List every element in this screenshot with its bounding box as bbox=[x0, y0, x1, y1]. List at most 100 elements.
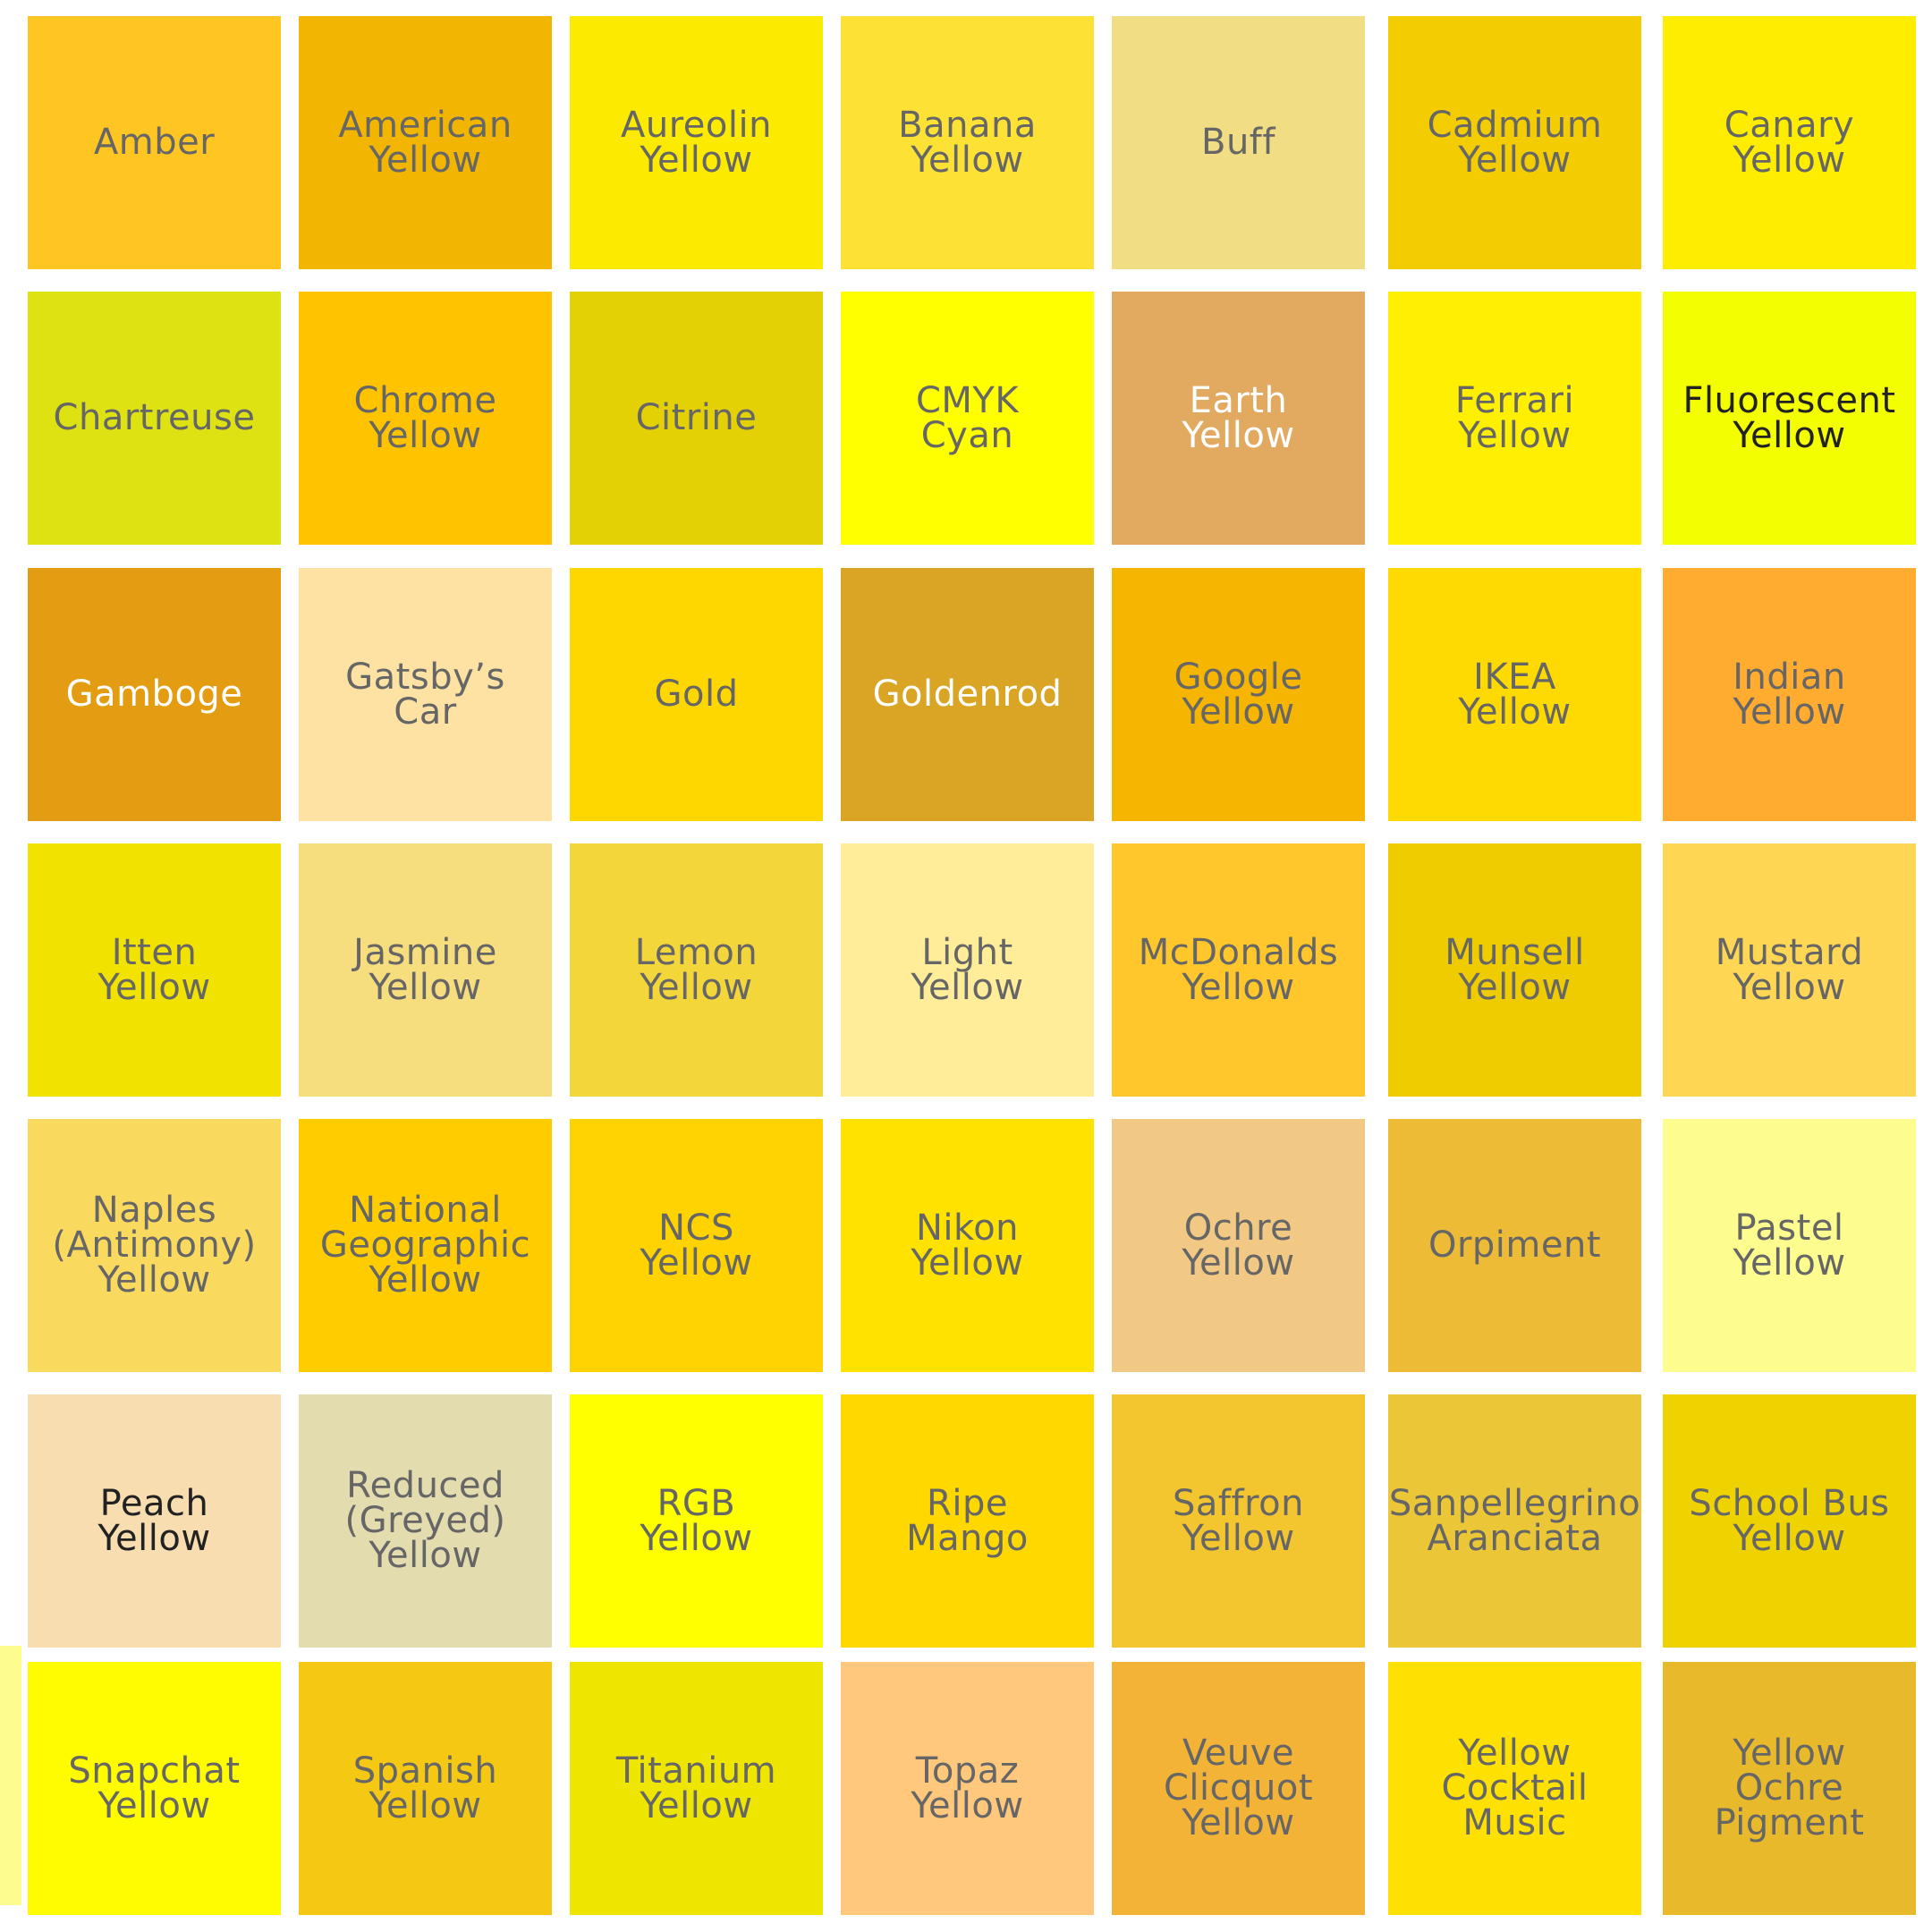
color-swatch-label: Goldenrod bbox=[872, 674, 1063, 715]
color-swatch-label: Fluorescent Yellow bbox=[1682, 379, 1896, 456]
color-swatch: Itten Yellow bbox=[28, 843, 281, 1097]
color-swatch-label: Earth Yellow bbox=[1182, 379, 1295, 456]
color-swatch: Sanpellegrino Aranciata bbox=[1388, 1394, 1641, 1648]
color-swatch: Chrome Yellow bbox=[299, 292, 552, 545]
color-swatch: Aureolin Yellow bbox=[570, 16, 823, 269]
color-swatch: Gatsby’s Car bbox=[299, 568, 552, 821]
color-swatch: Mustard Yellow bbox=[1663, 843, 1916, 1097]
color-swatch: Ferrari Yellow bbox=[1388, 292, 1641, 545]
color-swatch-label: Snapchat Yellow bbox=[68, 1750, 241, 1826]
color-swatch: Peach Yellow bbox=[28, 1394, 281, 1648]
color-swatch: Indian Yellow bbox=[1663, 568, 1916, 821]
color-swatch: Saffron Yellow bbox=[1112, 1394, 1365, 1648]
color-swatch: Veuve Clicquot Yellow bbox=[1112, 1662, 1365, 1915]
color-swatch-label: American Yellow bbox=[338, 104, 513, 181]
color-swatch: Banana Yellow bbox=[841, 16, 1094, 269]
color-swatch-label: NCS Yellow bbox=[640, 1207, 753, 1284]
color-swatch: Light Yellow bbox=[841, 843, 1094, 1097]
color-swatch-label: Buff bbox=[1201, 122, 1275, 163]
color-swatch-label: Nikon Yellow bbox=[911, 1207, 1024, 1284]
color-swatch: Naples (Antimony) Yellow bbox=[28, 1119, 281, 1372]
color-swatch-label: Jasmine Yellow bbox=[353, 931, 497, 1008]
color-swatch-label: Amber bbox=[93, 122, 216, 163]
color-swatch-label: Saffron Yellow bbox=[1173, 1482, 1304, 1559]
color-swatch: Munsell Yellow bbox=[1388, 843, 1641, 1097]
color-swatch-label: Indian Yellow bbox=[1733, 656, 1846, 733]
color-swatch-label: Titanium Yellow bbox=[615, 1750, 777, 1826]
color-swatch: Topaz Yellow bbox=[841, 1662, 1094, 1915]
color-swatch: Fluorescent Yellow bbox=[1663, 292, 1916, 545]
color-swatch-label: Yellow Ochre Pigment bbox=[1714, 1733, 1865, 1843]
color-swatch-label: Cadmium Yellow bbox=[1427, 104, 1603, 181]
color-swatch: Reduced (Greyed) Yellow bbox=[299, 1394, 552, 1648]
color-swatch-label: Gamboge bbox=[65, 674, 243, 715]
color-swatch-label: Sanpellegrino Aranciata bbox=[1388, 1482, 1641, 1559]
edge-strip bbox=[0, 1646, 21, 1905]
color-swatch-label: Mustard Yellow bbox=[1715, 931, 1864, 1008]
color-swatch: Lemon Yellow bbox=[570, 843, 823, 1097]
color-swatch: Pastel Yellow bbox=[1663, 1119, 1916, 1372]
color-swatch-label: Naples (Antimony) Yellow bbox=[52, 1190, 257, 1301]
color-swatch: Goldenrod bbox=[841, 568, 1094, 821]
color-swatch-label: Reduced (Greyed) Yellow bbox=[344, 1465, 506, 1576]
color-swatch: NCS Yellow bbox=[570, 1119, 823, 1372]
color-swatch-label: National Geographic Yellow bbox=[319, 1190, 531, 1301]
color-swatch-label: Munsell Yellow bbox=[1445, 931, 1585, 1008]
color-swatch: Yellow Cocktail Music bbox=[1388, 1662, 1641, 1915]
color-swatch-label: School Bus Yellow bbox=[1689, 1482, 1890, 1559]
color-swatch-label: Orpiment bbox=[1428, 1224, 1602, 1266]
color-swatch: Gamboge bbox=[28, 568, 281, 821]
color-swatch-label: Chartreuse bbox=[53, 397, 256, 438]
color-swatch: CMYK Cyan bbox=[841, 292, 1094, 545]
color-swatch: Amber bbox=[28, 16, 281, 269]
color-swatch-label: Itten Yellow bbox=[97, 931, 211, 1008]
color-swatch: Google Yellow bbox=[1112, 568, 1365, 821]
color-swatch: Canary Yellow bbox=[1663, 16, 1916, 269]
color-swatch: Snapchat Yellow bbox=[28, 1662, 281, 1915]
color-swatch-label: RGB Yellow bbox=[640, 1482, 753, 1559]
color-swatch: Titanium Yellow bbox=[570, 1662, 823, 1915]
color-swatch-label: Spanish Yellow bbox=[352, 1750, 498, 1826]
color-swatch-label: Ripe Mango bbox=[906, 1482, 1029, 1559]
color-swatch: McDonalds Yellow bbox=[1112, 843, 1365, 1097]
color-swatch: Chartreuse bbox=[28, 292, 281, 545]
color-swatch-label: Lemon Yellow bbox=[634, 931, 758, 1008]
color-swatch-label: Peach Yellow bbox=[97, 1482, 211, 1559]
color-swatch-label: Chrome Yellow bbox=[353, 379, 497, 456]
color-swatch-label: Google Yellow bbox=[1174, 656, 1303, 733]
color-swatch: Earth Yellow bbox=[1112, 292, 1365, 545]
color-swatch: Spanish Yellow bbox=[299, 1662, 552, 1915]
color-swatch-label: McDonalds Yellow bbox=[1138, 931, 1339, 1008]
color-swatch: IKEA Yellow bbox=[1388, 568, 1641, 821]
color-swatch: American Yellow bbox=[299, 16, 552, 269]
color-swatch: National Geographic Yellow bbox=[299, 1119, 552, 1372]
color-swatch: RGB Yellow bbox=[570, 1394, 823, 1648]
color-swatch: School Bus Yellow bbox=[1663, 1394, 1916, 1648]
color-swatch: Jasmine Yellow bbox=[299, 843, 552, 1097]
color-swatch-label: Gold bbox=[654, 674, 739, 715]
color-swatch: Citrine bbox=[570, 292, 823, 545]
color-swatch-label: Pastel Yellow bbox=[1733, 1207, 1846, 1284]
color-swatch-label: Veuve Clicquot Yellow bbox=[1163, 1733, 1314, 1843]
color-swatch-label: Canary Yellow bbox=[1724, 104, 1855, 181]
color-swatch: Ripe Mango bbox=[841, 1394, 1094, 1648]
color-swatch-label: Gatsby’s Car bbox=[345, 656, 505, 733]
color-swatch-label: Yellow Cocktail Music bbox=[1441, 1733, 1589, 1843]
color-swatch-label: Citrine bbox=[635, 397, 758, 438]
color-swatch-label: Light Yellow bbox=[911, 931, 1024, 1008]
color-swatch-label: CMYK Cyan bbox=[915, 379, 1020, 456]
color-swatch: Nikon Yellow bbox=[841, 1119, 1094, 1372]
color-swatch: Buff bbox=[1112, 16, 1365, 269]
color-swatch-label: IKEA Yellow bbox=[1458, 656, 1572, 733]
color-swatch: Gold bbox=[570, 568, 823, 821]
color-swatch: Orpiment bbox=[1388, 1119, 1641, 1372]
color-swatch-label: Banana Yellow bbox=[898, 104, 1037, 181]
color-swatch: Yellow Ochre Pigment bbox=[1663, 1662, 1916, 1915]
color-swatch-label: Aureolin Yellow bbox=[621, 104, 772, 181]
color-swatch-label: Ochre Yellow bbox=[1182, 1207, 1295, 1284]
color-swatch: Cadmium Yellow bbox=[1388, 16, 1641, 269]
color-swatch-label: Ferrari Yellow bbox=[1454, 379, 1575, 456]
color-swatch-label: Topaz Yellow bbox=[911, 1750, 1024, 1826]
color-swatch: Ochre Yellow bbox=[1112, 1119, 1365, 1372]
